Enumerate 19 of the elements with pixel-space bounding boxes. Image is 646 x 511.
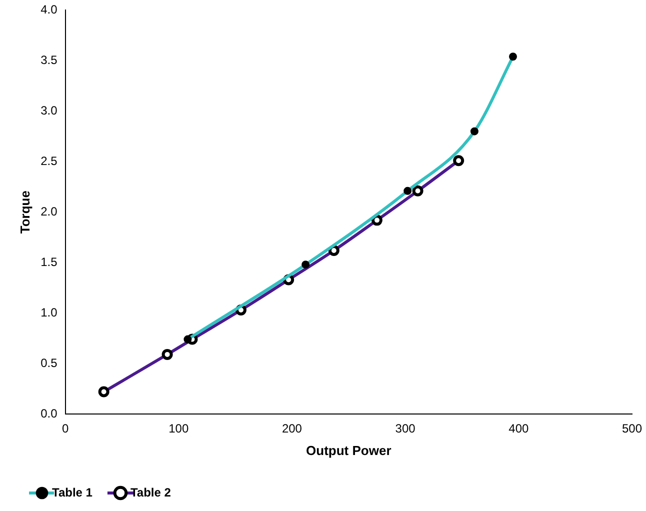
y-axis-title: Torque (17, 190, 32, 234)
x-tick-label: 300 (395, 422, 416, 436)
y-tick-label: 3.0 (40, 103, 58, 118)
y-tick-label: 0.5 (40, 356, 58, 370)
legend-label: Table 1 (52, 485, 93, 500)
x-axis-title: Output Power (306, 442, 392, 458)
x-tick-label: 500 (622, 422, 642, 436)
x-tick-label: 0 (62, 422, 69, 436)
x-tick-label: 200 (282, 422, 302, 436)
y-tick-label: 1.5 (40, 254, 58, 269)
y-tick-label: 4.0 (40, 2, 58, 17)
y-tick-label: 0.0 (40, 406, 58, 420)
y-tick-label: 2.0 (40, 204, 58, 218)
y-tick-label: 2.5 (40, 154, 58, 168)
y-tick-label: 1.0 (40, 305, 58, 320)
x-tick-label: 400 (508, 422, 529, 436)
x-tick-label: 100 (168, 422, 189, 436)
y-tick-label: 3.5 (40, 52, 58, 67)
legend-label: Table 2 (130, 485, 172, 500)
